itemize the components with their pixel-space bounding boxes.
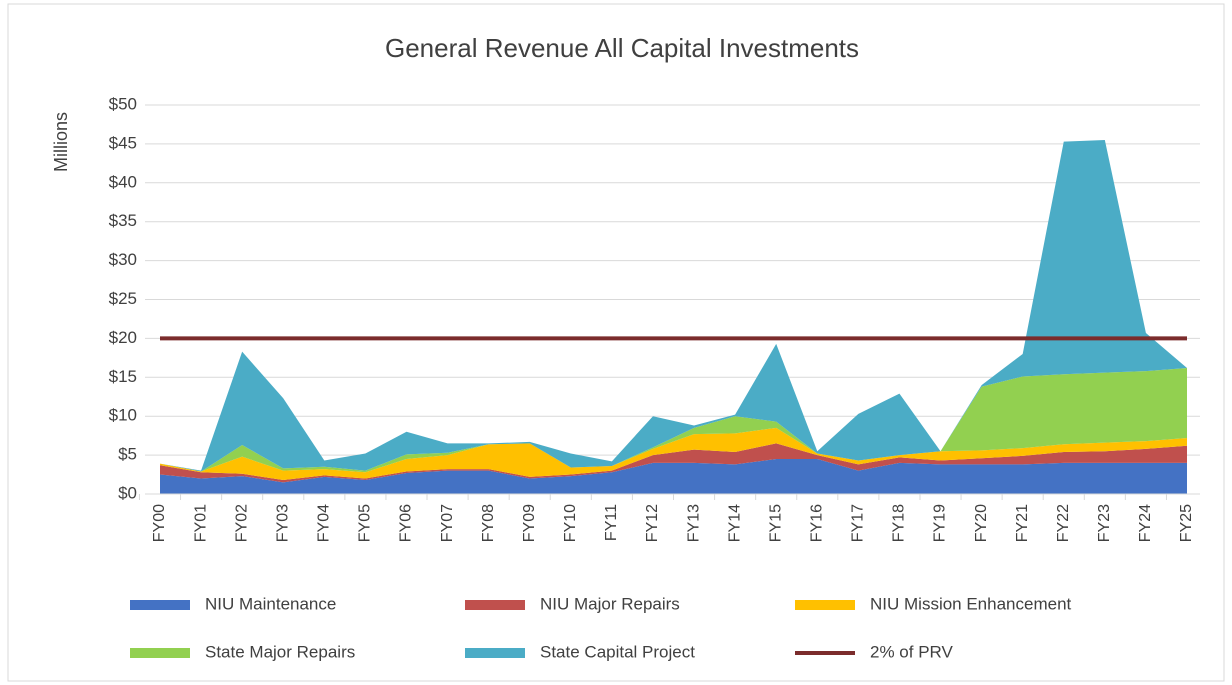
- y-tick-label: $10: [109, 406, 137, 425]
- x-tick-label: FY14: [726, 504, 743, 542]
- x-tick-label: FY00: [151, 504, 168, 542]
- x-tick-label: FY23: [1096, 504, 1113, 542]
- y-tick-label: $40: [109, 172, 137, 191]
- legend-marker: [465, 648, 525, 658]
- y-tick-label: $45: [109, 133, 137, 152]
- x-tick-label: FY15: [767, 504, 784, 542]
- x-tick-label: FY06: [398, 504, 415, 542]
- chart-title: General Revenue All Capital Investments: [385, 33, 859, 63]
- area: [160, 140, 1187, 472]
- y-tick-label: $0: [118, 483, 137, 502]
- area: [160, 458, 1187, 494]
- legend-marker: [130, 648, 190, 658]
- x-tick-label: FY03: [274, 504, 291, 542]
- x-tick-label: FY10: [562, 504, 579, 542]
- y-tick-label: $50: [109, 94, 137, 113]
- x-tick-label: FY04: [316, 504, 333, 542]
- chart-border: [7, 3, 1225, 682]
- area: [160, 427, 1187, 480]
- y-tick-label: $20: [109, 328, 137, 347]
- legend-marker: [465, 600, 525, 610]
- x-tick-label: FY13: [685, 504, 702, 542]
- legend-label: 2% of PRV: [870, 642, 954, 661]
- legend-label: State Major Repairs: [205, 642, 355, 661]
- y-tick-label: $15: [109, 367, 137, 386]
- area: [160, 443, 1187, 483]
- legend-label: NIU Major Repairs: [540, 594, 680, 613]
- y-tick-label: $35: [109, 211, 137, 230]
- x-tick-label: FY12: [644, 504, 661, 542]
- x-tick-label: FY22: [1055, 504, 1072, 542]
- area: [160, 367, 1187, 473]
- legend-label: State Capital Project: [540, 642, 695, 661]
- legend-marker: [795, 600, 855, 610]
- x-tick-label: FY20: [973, 504, 990, 542]
- x-tick-label: FY19: [932, 504, 949, 542]
- legend-label: NIU Mission Enhancement: [870, 594, 1072, 613]
- x-tick-label: FY24: [1137, 504, 1154, 542]
- x-tick-label: FY25: [1178, 504, 1195, 542]
- y-tick-label: $30: [109, 250, 137, 269]
- y-tick-label: $25: [109, 289, 137, 308]
- x-tick-label: FY21: [1014, 504, 1031, 542]
- y-axis-label: Millions: [51, 112, 71, 172]
- x-tick-label: FY05: [357, 504, 374, 542]
- x-tick-label: FY07: [439, 504, 456, 542]
- x-tick-label: FY18: [891, 504, 908, 542]
- legend-marker: [130, 600, 190, 610]
- x-tick-label: FY08: [480, 504, 497, 542]
- x-tick-label: FY17: [850, 504, 867, 542]
- x-tick-label: FY02: [233, 504, 250, 542]
- x-tick-label: FY11: [603, 504, 620, 541]
- x-tick-label: FY16: [808, 504, 825, 542]
- x-tick-label: FY01: [192, 504, 209, 542]
- x-tick-label: FY09: [521, 504, 538, 542]
- legend-label: NIU Maintenance: [205, 594, 336, 613]
- y-tick-label: $5: [118, 445, 137, 464]
